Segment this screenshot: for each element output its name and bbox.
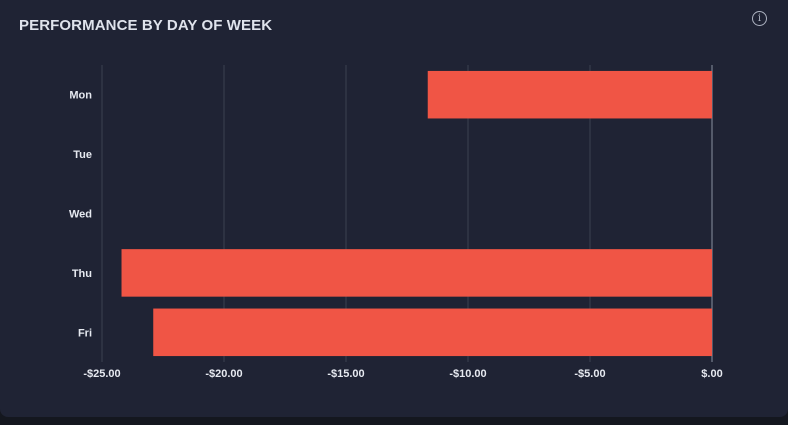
bar-thu[interactable]: [121, 249, 712, 297]
y-tick-label: Thu: [72, 268, 92, 280]
x-tick-label: -$10.00: [449, 368, 486, 380]
chart-title: PERFORMANCE BY DAY OF WEEK: [19, 17, 273, 34]
bars: [121, 70, 713, 357]
info-icon[interactable]: i: [752, 11, 767, 26]
y-tick-label: Fri: [78, 327, 92, 339]
x-tick-label: -$25.00: [83, 368, 120, 380]
x-tick-label: -$5.00: [574, 368, 605, 380]
x-tick-label: $.00: [701, 368, 722, 380]
x-tick-label: -$20.00: [205, 368, 242, 380]
bar-mon[interactable]: [427, 70, 712, 119]
y-axis-labels: Mon Tue Wed Thu Fri: [69, 90, 92, 340]
bar-fri[interactable]: [153, 308, 713, 357]
y-tick-label: Mon: [69, 90, 92, 102]
y-tick-label: Wed: [69, 209, 92, 221]
x-axis-labels: -$25.00 -$20.00 -$15.00 -$10.00 -$5.00 $.00: [83, 368, 722, 380]
y-tick-label: Tue: [73, 149, 92, 161]
x-tick-label: -$15.00: [327, 368, 364, 380]
